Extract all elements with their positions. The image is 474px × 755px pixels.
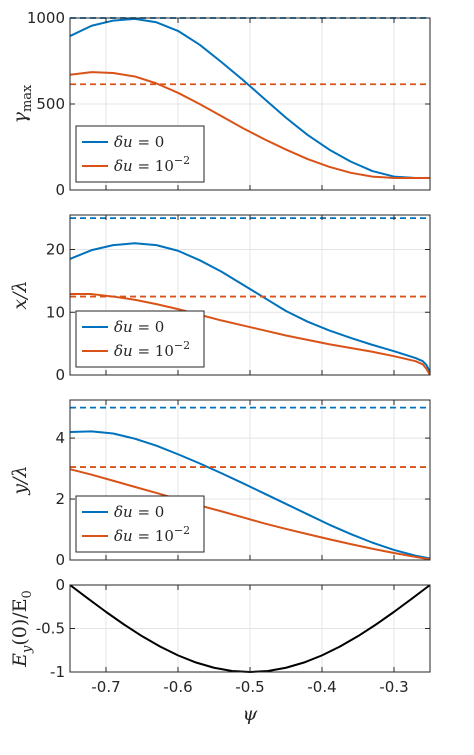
y-axis-label: γmax (9, 84, 35, 123)
y-tick-label: -1 (50, 663, 65, 681)
x-tick-label: -0.3 (379, 678, 408, 696)
x-tick-label: -0.6 (163, 678, 192, 696)
series-line-2 (69, 71, 430, 179)
series-line-1 (69, 17, 430, 179)
y-axis-label: x/λ (9, 280, 31, 309)
x-tick-label: -0.4 (307, 678, 336, 696)
y-tick-label: -0.5 (36, 620, 65, 638)
legend-box (75, 310, 205, 368)
y-tick-label: 500 (36, 95, 65, 113)
legend-entry: δu = 0 (114, 133, 164, 151)
legend-entry: δu = 10−2 (114, 154, 190, 175)
legend-entry: δu = 10−2 (114, 339, 190, 360)
legend: δu = 0 δu = 10−2 (75, 310, 205, 368)
y-axis-label: Ey(0)/E0 (9, 590, 35, 668)
x-axis-label: ψ (243, 703, 259, 725)
series-line-1 (69, 430, 431, 560)
legend-box (75, 495, 205, 553)
y-tick-label: 0 (55, 366, 65, 384)
legend-box (75, 125, 205, 183)
y-tick-label: 1000 (27, 9, 65, 27)
x-tick-label: -0.7 (91, 678, 120, 696)
y-tick-label: 4 (55, 429, 65, 447)
series-line-2 (69, 468, 431, 561)
legend-entry: δu = 0 (114, 503, 164, 521)
legend-entry: δu = 10−2 (114, 524, 190, 545)
panel-2: 0 10 20 x/λ δu = 0 δu = 10−2 (9, 214, 431, 384)
y-tick-label: 0 (55, 551, 65, 569)
y-tick-label: 2 (55, 490, 65, 508)
y-tick-label: 20 (46, 241, 65, 259)
series-line-2 (70, 293, 431, 376)
y-tick-label: 0 (55, 576, 65, 594)
y-axis-label: y/λ (9, 465, 31, 495)
legend: δu = 0 δu = 10−2 (75, 125, 205, 183)
y-tick-label: 10 (46, 303, 65, 321)
x-tick-label: -0.5 (235, 678, 264, 696)
panel-4: -1 -0.5 0 -0.7 -0.6 -0.5 -0.4 -0.3 Ey(0)/E0 ψ (9, 576, 431, 725)
y-tick-label: 0 (55, 181, 65, 199)
legend-entry: δu = 0 (114, 318, 164, 336)
series-line-1 (69, 242, 431, 373)
panel-3: 0 2 4 y/λ δu = 0 δu = 10−2 (9, 399, 431, 569)
legend: δu = 0 δu = 10−2 (75, 495, 205, 553)
panel-1: 0 500 1000 γmax δu = 0 δu = 10−2 (9, 9, 431, 199)
